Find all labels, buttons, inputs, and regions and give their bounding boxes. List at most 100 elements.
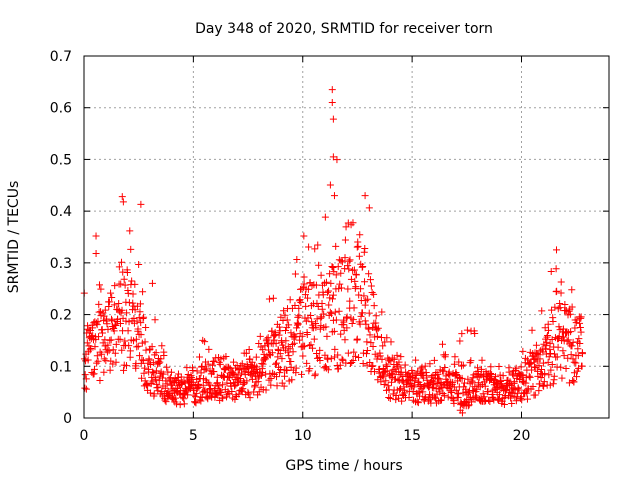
data-point (430, 356, 438, 364)
data-point (293, 255, 301, 263)
data-point (508, 399, 516, 407)
data-point (134, 342, 142, 350)
data-point (329, 153, 337, 161)
data-point (547, 366, 555, 374)
data-point (216, 360, 224, 368)
data-point (268, 349, 276, 357)
data-point (273, 373, 281, 381)
data-point (337, 330, 345, 338)
data-point (463, 326, 471, 334)
data-point (371, 368, 379, 376)
data-point (281, 372, 289, 380)
data-point (360, 292, 368, 300)
data-point (560, 333, 568, 341)
data-point (557, 289, 565, 297)
data-point (508, 384, 516, 392)
axis-ticks: 0 5 10 15 20 0 0.1 0.2 0.3 0.4 0.5 0.6 0.7 (50, 49, 609, 444)
data-point (351, 277, 359, 285)
data-point (512, 397, 520, 405)
data-point (554, 343, 562, 351)
data-point (116, 319, 124, 327)
data-point (152, 349, 160, 357)
data-point (142, 324, 150, 332)
data-point (231, 395, 239, 403)
data-point (128, 277, 136, 285)
data-point (136, 300, 144, 308)
data-point (291, 270, 299, 278)
data-point (313, 350, 321, 358)
data-point (222, 353, 230, 361)
data-point (140, 369, 148, 377)
data-point (451, 353, 459, 361)
data-point (535, 362, 543, 370)
data-point (174, 370, 182, 378)
data-point (121, 337, 129, 345)
data-point (133, 343, 141, 351)
data-point (418, 370, 426, 378)
data-point (424, 379, 432, 387)
data-point (313, 315, 321, 323)
data-point (259, 360, 267, 368)
data-point (187, 385, 195, 393)
data-point (338, 355, 346, 363)
data-point (440, 367, 448, 375)
data-point (398, 397, 406, 405)
data-point (337, 269, 345, 277)
data-point (254, 391, 262, 399)
data-point (283, 316, 291, 324)
data-point (426, 391, 434, 399)
data-point (517, 363, 525, 371)
data-point (161, 396, 169, 404)
data-point (438, 396, 446, 404)
data-point (365, 325, 373, 333)
data-point (378, 355, 386, 363)
data-point (210, 368, 218, 376)
data-point (382, 361, 390, 369)
data-point (337, 284, 345, 292)
data-point (359, 349, 367, 357)
data-point (540, 382, 548, 390)
data-point (446, 371, 454, 379)
data-point (125, 342, 133, 350)
data-point (546, 340, 554, 348)
data-point (305, 243, 313, 251)
data-point (541, 345, 549, 353)
data-point (115, 299, 123, 307)
data-point (100, 355, 108, 363)
data-point (236, 375, 244, 383)
data-point (158, 342, 166, 350)
data-point (418, 363, 426, 371)
data-point (412, 371, 420, 379)
data-point (195, 383, 203, 391)
data-point (365, 270, 373, 278)
data-point (383, 334, 391, 342)
y-tick-label: 0.2 (50, 308, 72, 324)
data-point (566, 310, 574, 318)
data-point (98, 350, 106, 358)
data-point (366, 276, 374, 284)
data-point (295, 304, 303, 312)
data-point (141, 364, 149, 372)
data-point (336, 361, 344, 369)
data-point (361, 278, 369, 286)
data-point (213, 390, 221, 398)
data-point (101, 336, 109, 344)
data-point (397, 385, 405, 393)
data-point (275, 323, 283, 331)
data-point (133, 317, 141, 325)
data-point (136, 352, 144, 360)
data-point (332, 271, 340, 279)
data-point (519, 347, 527, 355)
data-point (555, 332, 563, 340)
data-point (495, 362, 503, 370)
data-point (329, 291, 337, 299)
data-point (335, 307, 343, 315)
data-point (343, 313, 351, 321)
data-point (352, 352, 360, 360)
data-point (303, 331, 311, 339)
data-point (557, 278, 565, 286)
data-point (569, 376, 577, 384)
data-point (366, 331, 374, 339)
data-point (358, 309, 366, 317)
